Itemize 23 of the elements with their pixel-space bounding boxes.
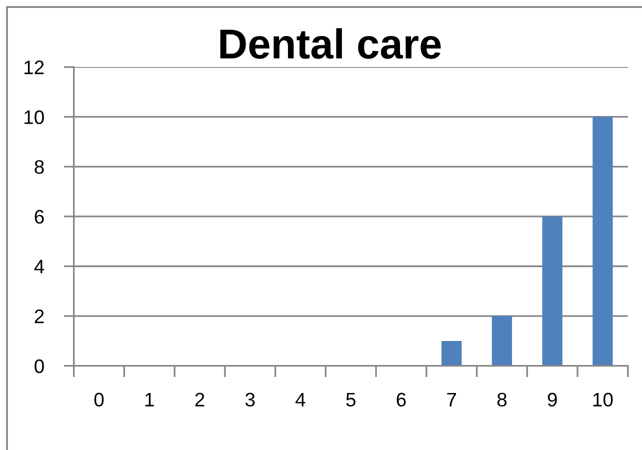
y-tick-label: 0 bbox=[34, 359, 44, 374]
y-tick-label: 2 bbox=[34, 310, 44, 324]
x-tick-label: 3 bbox=[245, 392, 255, 407]
y-tick-label: 12 bbox=[24, 60, 44, 74]
chart-title: Dental care bbox=[220, 28, 441, 59]
x-tick-label: 7 bbox=[447, 392, 456, 406]
x-tick-label: 5 bbox=[346, 392, 356, 407]
bar bbox=[492, 316, 512, 366]
x-tick-label: 4 bbox=[296, 392, 306, 406]
y-tick-label: 6 bbox=[34, 210, 44, 224]
x-tick-label: 9 bbox=[548, 392, 557, 407]
bar bbox=[592, 116, 613, 366]
y-tick-label: 8 bbox=[34, 160, 44, 174]
y-tick-label: 10 bbox=[24, 110, 44, 124]
x-tick-label: 6 bbox=[396, 392, 406, 407]
y-tick-label: 4 bbox=[34, 260, 44, 274]
x-tick-label: 2 bbox=[195, 392, 204, 406]
x-tick-label: 8 bbox=[497, 392, 507, 407]
bar bbox=[442, 340, 462, 366]
bar bbox=[542, 216, 562, 366]
x-tick-label: 10 bbox=[593, 392, 613, 407]
x-tick-label: 1 bbox=[145, 392, 154, 406]
x-tick-label: 0 bbox=[94, 392, 104, 407]
